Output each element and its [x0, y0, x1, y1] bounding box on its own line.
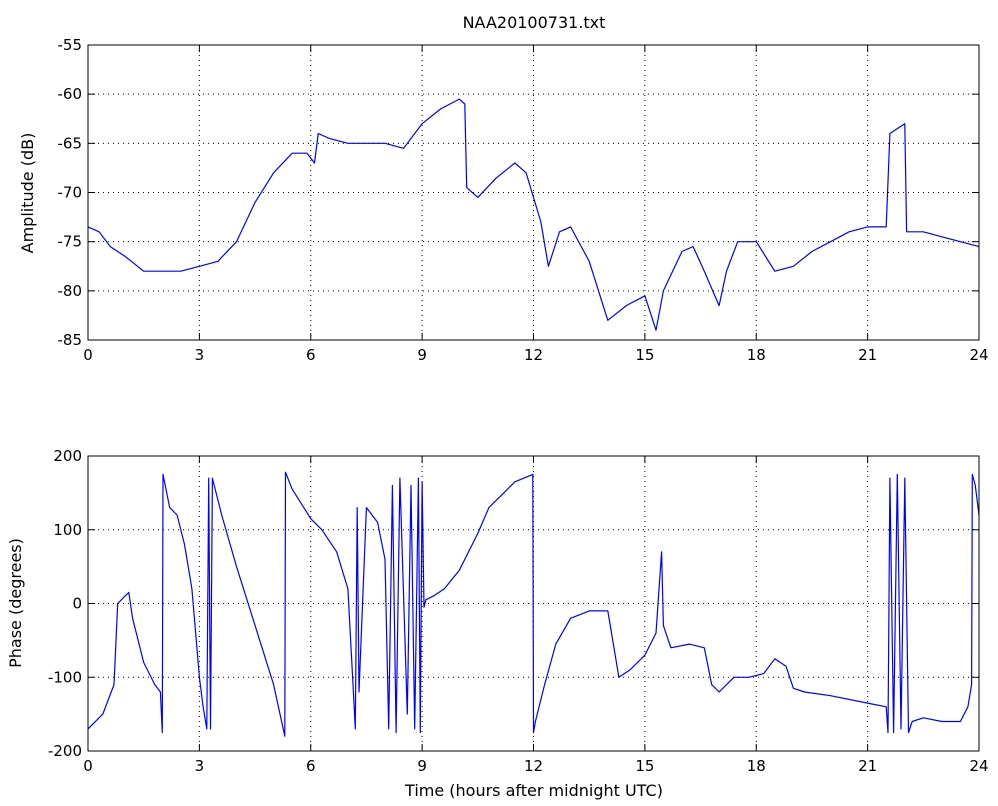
phase-x-tick-label: 9: [417, 757, 427, 775]
amplitude-y-tick-label: -75: [58, 233, 83, 251]
amplitude-x-tick-label: 6: [306, 346, 316, 364]
phase-x-axis-label: Time (hours after midnight UTC): [404, 781, 663, 800]
amplitude-chart: 0 3 6 9 12 15 18 21 24 -85 -80 -75 -70 -65 -60 -55: [58, 36, 989, 364]
phase-x-tick-label: 6: [306, 757, 316, 775]
amplitude-x-tick-label: 15: [635, 346, 654, 364]
amplitude-y-tick-label: -65: [58, 134, 83, 152]
phase-y-tick-label: 0: [72, 595, 82, 613]
amplitude-x-tick-label: 0: [83, 346, 93, 364]
phase-x-tick-label: 24: [969, 757, 988, 775]
amplitude-chart-title: NAA20100731.txt: [463, 13, 606, 32]
phase-series-line: [87, 471, 980, 737]
amplitude-x-tick-label: 21: [858, 346, 877, 364]
phase-x-tick-label: 15: [635, 757, 654, 775]
amplitude-y-tick-label: -85: [58, 331, 83, 349]
amplitude-y-tick-label: -55: [58, 36, 83, 54]
phase-x-tick-label: 18: [747, 757, 766, 775]
phase-x-tick-label: 3: [195, 757, 205, 775]
phase-y-tick-label: 200: [53, 447, 82, 465]
phase-x-tick-label: 0: [83, 757, 93, 775]
amplitude-y-tick-label: -80: [58, 282, 83, 300]
phase-y-tick-label: -200: [48, 742, 82, 760]
amplitude-x-tick-label: 3: [195, 346, 205, 364]
phase-x-tick-label: 21: [858, 757, 877, 775]
amplitude-y-tick-label: -60: [58, 85, 83, 103]
phase-y-tick-label: -100: [48, 668, 82, 686]
amplitude-series-line: [87, 98, 980, 331]
amplitude-y-axis-label: Amplitude (dB): [18, 133, 37, 254]
amplitude-x-tick-label: 24: [969, 346, 988, 364]
phase-y-axis-label: Phase (degrees): [6, 538, 25, 668]
phase-x-tick-label: 12: [524, 757, 543, 775]
amplitude-x-tick-label: 9: [417, 346, 427, 364]
amplitude-x-tick-label: 18: [747, 346, 766, 364]
phase-chart: 0 3 6 9 12 15 18 21 24 -200 -100 0 100 200: [48, 447, 989, 775]
phase-y-tick-label: 100: [53, 521, 82, 539]
amplitude-y-tick-label: -70: [58, 184, 83, 202]
amplitude-x-tick-label: 12: [524, 346, 543, 364]
